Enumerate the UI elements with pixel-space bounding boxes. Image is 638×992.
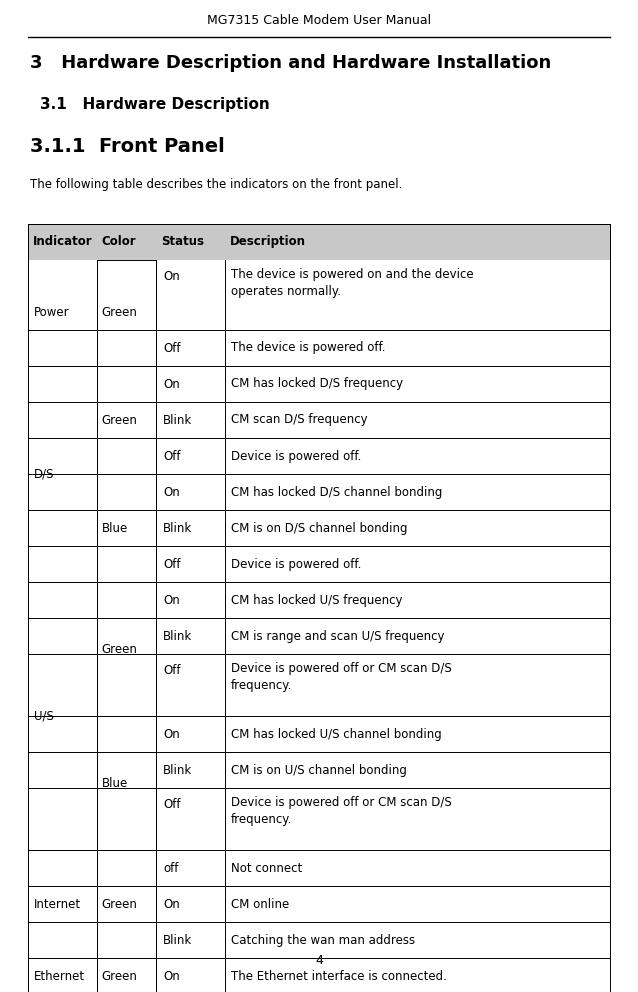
- Bar: [28, 716, 610, 752]
- Bar: [28, 510, 610, 546]
- Text: U/S: U/S: [34, 709, 54, 722]
- Text: Off: Off: [163, 558, 181, 570]
- Text: Blink: Blink: [163, 764, 192, 777]
- Text: CM has locked U/S channel bonding: CM has locked U/S channel bonding: [231, 727, 441, 740]
- Bar: [28, 224, 610, 260]
- Bar: [28, 260, 610, 330]
- Text: Power: Power: [34, 307, 70, 319]
- Text: Blink: Blink: [163, 522, 192, 535]
- Text: Color: Color: [101, 235, 137, 249]
- Bar: [28, 546, 610, 582]
- Text: Green: Green: [101, 898, 138, 911]
- Text: Device is powered off.: Device is powered off.: [231, 558, 361, 570]
- Text: Green: Green: [101, 643, 138, 656]
- Text: Blue: Blue: [101, 777, 128, 790]
- Text: Blink: Blink: [163, 630, 192, 643]
- Text: On: On: [163, 378, 180, 391]
- Bar: [28, 886, 610, 922]
- Text: CM online: CM online: [231, 898, 289, 911]
- Text: Device is powered off or CM scan D/S
frequency.: Device is powered off or CM scan D/S fre…: [231, 796, 452, 826]
- Bar: [28, 474, 610, 510]
- Text: Device is powered off or CM scan D/S
frequency.: Device is powered off or CM scan D/S fre…: [231, 662, 452, 692]
- Text: Off: Off: [163, 664, 181, 677]
- Text: On: On: [163, 727, 180, 740]
- Bar: [28, 402, 610, 438]
- Bar: [28, 654, 610, 716]
- Text: 3.1   Hardware Description: 3.1 Hardware Description: [40, 97, 270, 112]
- Bar: [28, 850, 610, 886]
- Text: On: On: [163, 593, 180, 606]
- Text: 4: 4: [315, 954, 323, 967]
- Text: CM has locked D/S channel bonding: CM has locked D/S channel bonding: [231, 485, 442, 499]
- Text: Blink: Blink: [163, 933, 192, 946]
- Bar: [28, 788, 610, 850]
- Text: Description: Description: [230, 235, 306, 249]
- Text: Device is powered off.: Device is powered off.: [231, 449, 361, 462]
- Text: On: On: [163, 270, 180, 283]
- Text: Ethernet: Ethernet: [34, 969, 85, 982]
- Text: CM is range and scan U/S frequency: CM is range and scan U/S frequency: [231, 630, 444, 643]
- Text: 3   Hardware Description and Hardware Installation: 3 Hardware Description and Hardware Inst…: [30, 54, 551, 72]
- Text: Indicator: Indicator: [33, 235, 93, 249]
- Text: Catching the wan man address: Catching the wan man address: [231, 933, 415, 946]
- Bar: [28, 582, 610, 618]
- Bar: [28, 330, 610, 366]
- Bar: [28, 618, 610, 654]
- Text: Off: Off: [163, 798, 181, 811]
- Text: Green: Green: [101, 307, 138, 319]
- Bar: [28, 438, 610, 474]
- Text: Blue: Blue: [101, 522, 128, 535]
- Text: Blink: Blink: [163, 414, 192, 427]
- Text: CM has locked D/S frequency: CM has locked D/S frequency: [231, 378, 403, 391]
- Text: The device is powered on and the device
operates normally.: The device is powered on and the device …: [231, 268, 473, 298]
- Text: off: off: [163, 861, 179, 875]
- Text: CM has locked U/S frequency: CM has locked U/S frequency: [231, 593, 402, 606]
- Text: Internet: Internet: [34, 898, 81, 911]
- Text: On: On: [163, 969, 180, 982]
- Bar: [28, 752, 610, 788]
- Text: Off: Off: [163, 449, 181, 462]
- Bar: [28, 366, 610, 402]
- Text: Off: Off: [163, 341, 181, 354]
- Text: On: On: [163, 485, 180, 499]
- Text: On: On: [163, 898, 180, 911]
- Text: CM scan D/S frequency: CM scan D/S frequency: [231, 414, 367, 427]
- Text: The Ethernet interface is connected.: The Ethernet interface is connected.: [231, 969, 447, 982]
- Bar: [28, 958, 610, 992]
- Text: 3.1.1  Front Panel: 3.1.1 Front Panel: [30, 137, 225, 156]
- Text: CM is on D/S channel bonding: CM is on D/S channel bonding: [231, 522, 407, 535]
- Text: D/S: D/S: [34, 467, 54, 480]
- Text: The device is powered off.: The device is powered off.: [231, 341, 385, 354]
- Bar: [28, 922, 610, 958]
- Text: Not connect: Not connect: [231, 861, 302, 875]
- Text: Status: Status: [161, 235, 204, 249]
- Text: CM is on U/S channel bonding: CM is on U/S channel bonding: [231, 764, 406, 777]
- Text: The following table describes the indicators on the front panel.: The following table describes the indica…: [30, 178, 403, 191]
- Text: Green: Green: [101, 414, 138, 427]
- Text: Green: Green: [101, 969, 138, 982]
- Text: MG7315 Cable Modem User Manual: MG7315 Cable Modem User Manual: [207, 14, 431, 27]
